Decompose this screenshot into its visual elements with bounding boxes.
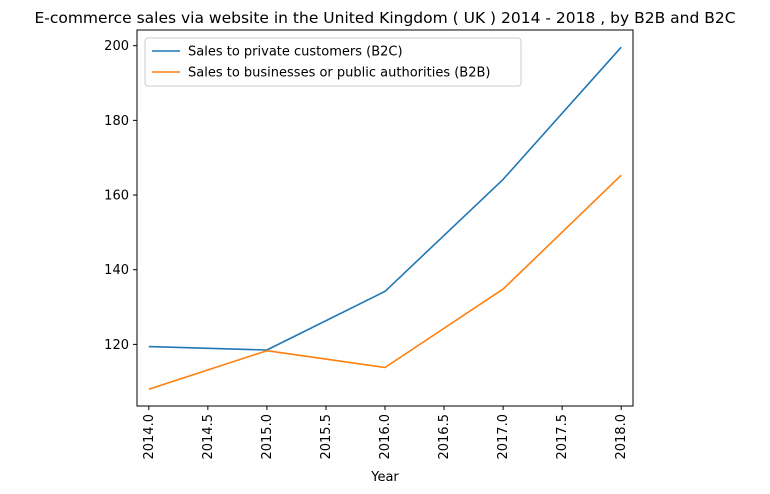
x-axis-label: Year (370, 470, 399, 485)
series-lines (148, 46, 622, 390)
x-axis: 2014.0 2014.5 2015.0 2015.5 2016.0 2016.5 2017… (142, 406, 629, 460)
legend-frame (144, 37, 522, 87)
legend-label: Sales to private customers (B2C) (188, 45, 403, 60)
x-tick-label: 2017.5 (555, 414, 570, 460)
y-tick-label: 120 (104, 338, 129, 353)
x-tick-label: 2015.5 (319, 414, 334, 460)
x-tick-label: 2018.0 (614, 414, 629, 460)
y-tick-label: 200 (104, 39, 129, 54)
y-tick-label: 180 (104, 114, 129, 129)
chart-title: E-commerce sales via website in the Unit… (34, 9, 735, 27)
y-tick-label: 160 (104, 189, 129, 204)
x-tick-label: 2017.0 (496, 414, 511, 460)
x-tick-label: 2015.0 (260, 414, 275, 460)
legend: Sales to private customers (B2C) Sales to… (144, 37, 522, 87)
legend-label: Sales to businesses or public authoritie… (188, 66, 490, 81)
y-tick-label: 140 (104, 263, 129, 278)
x-tick-label: 2014.0 (142, 414, 157, 460)
series-line-b2b (148, 174, 622, 390)
x-tick-label: 2016.5 (437, 414, 452, 460)
y-axis: 120 140 160 180 200 (104, 39, 137, 353)
x-tick-label: 2016.0 (378, 414, 393, 460)
series-line-b2c (148, 46, 622, 351)
x-tick-label: 2014.5 (201, 414, 216, 460)
